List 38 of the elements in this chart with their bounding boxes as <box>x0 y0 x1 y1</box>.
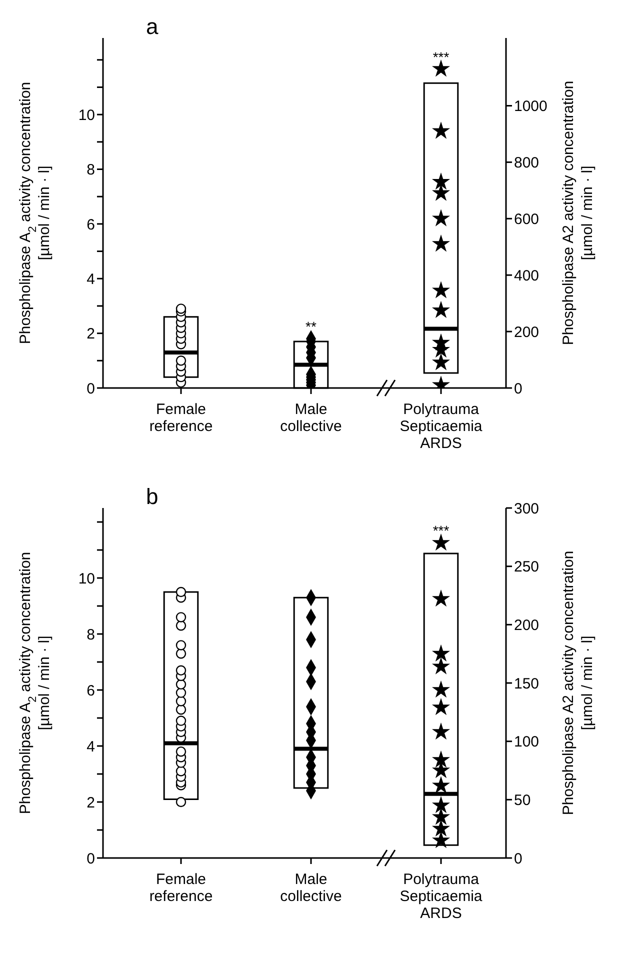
y-tick-label: 2 <box>86 326 95 343</box>
y-tick-label: 4 <box>86 738 95 756</box>
y-tick-label: 6 <box>86 216 95 234</box>
y-tick-label: 10 <box>78 570 95 588</box>
x-tick-label: Male collective <box>280 401 342 435</box>
y2-axis-title: Phospholipase A2 activity concentration [µmol / min · l] <box>560 80 596 346</box>
y2-tick-label: 50 <box>514 792 531 809</box>
chart-title: b <box>146 484 158 510</box>
x-tick-label: Male collective <box>280 871 342 905</box>
y2-tick-label: 0 <box>514 380 522 398</box>
y2-tick-label: 250 <box>514 558 540 576</box>
annotation: *** <box>432 48 450 65</box>
annotation: ** <box>306 318 317 334</box>
y-tick-label: 10 <box>78 106 95 124</box>
y2-tick-label: 1000 <box>514 98 548 116</box>
y-tick-label: 6 <box>86 682 95 700</box>
y2-tick-label: 300 <box>514 500 540 518</box>
chart-title: a <box>146 14 158 40</box>
y2-tick-label: 800 <box>514 154 540 172</box>
y-tick-label: 0 <box>86 850 95 868</box>
y2-tick-label: 400 <box>514 267 540 284</box>
annotation: *** <box>432 522 450 539</box>
y2-tick-label: 200 <box>514 616 540 634</box>
y2-tick-label: 100 <box>514 734 540 751</box>
x-tick-label: Polytrauma Septicaemia ARDS <box>400 871 483 922</box>
y-tick-label: 2 <box>86 794 95 812</box>
y-tick-label: 4 <box>86 270 95 288</box>
y2-axis-title: Phospholipase A2 activity concentration [µmol / min · l] <box>560 550 596 816</box>
y-tick-label: 8 <box>86 626 95 644</box>
x-tick-label: Polytrauma Septicaemia ARDS <box>400 401 483 452</box>
y2-tick-label: 0 <box>514 850 522 868</box>
y-tick-label: 8 <box>86 162 95 179</box>
y2-tick-label: 150 <box>514 675 540 692</box>
x-tick-label: Female reference <box>149 871 213 905</box>
x-tick-label: Female reference <box>149 401 213 435</box>
y2-tick-label: 600 <box>514 210 540 228</box>
y2-tick-label: 200 <box>514 324 540 341</box>
y-tick-label: 0 <box>86 380 95 398</box>
